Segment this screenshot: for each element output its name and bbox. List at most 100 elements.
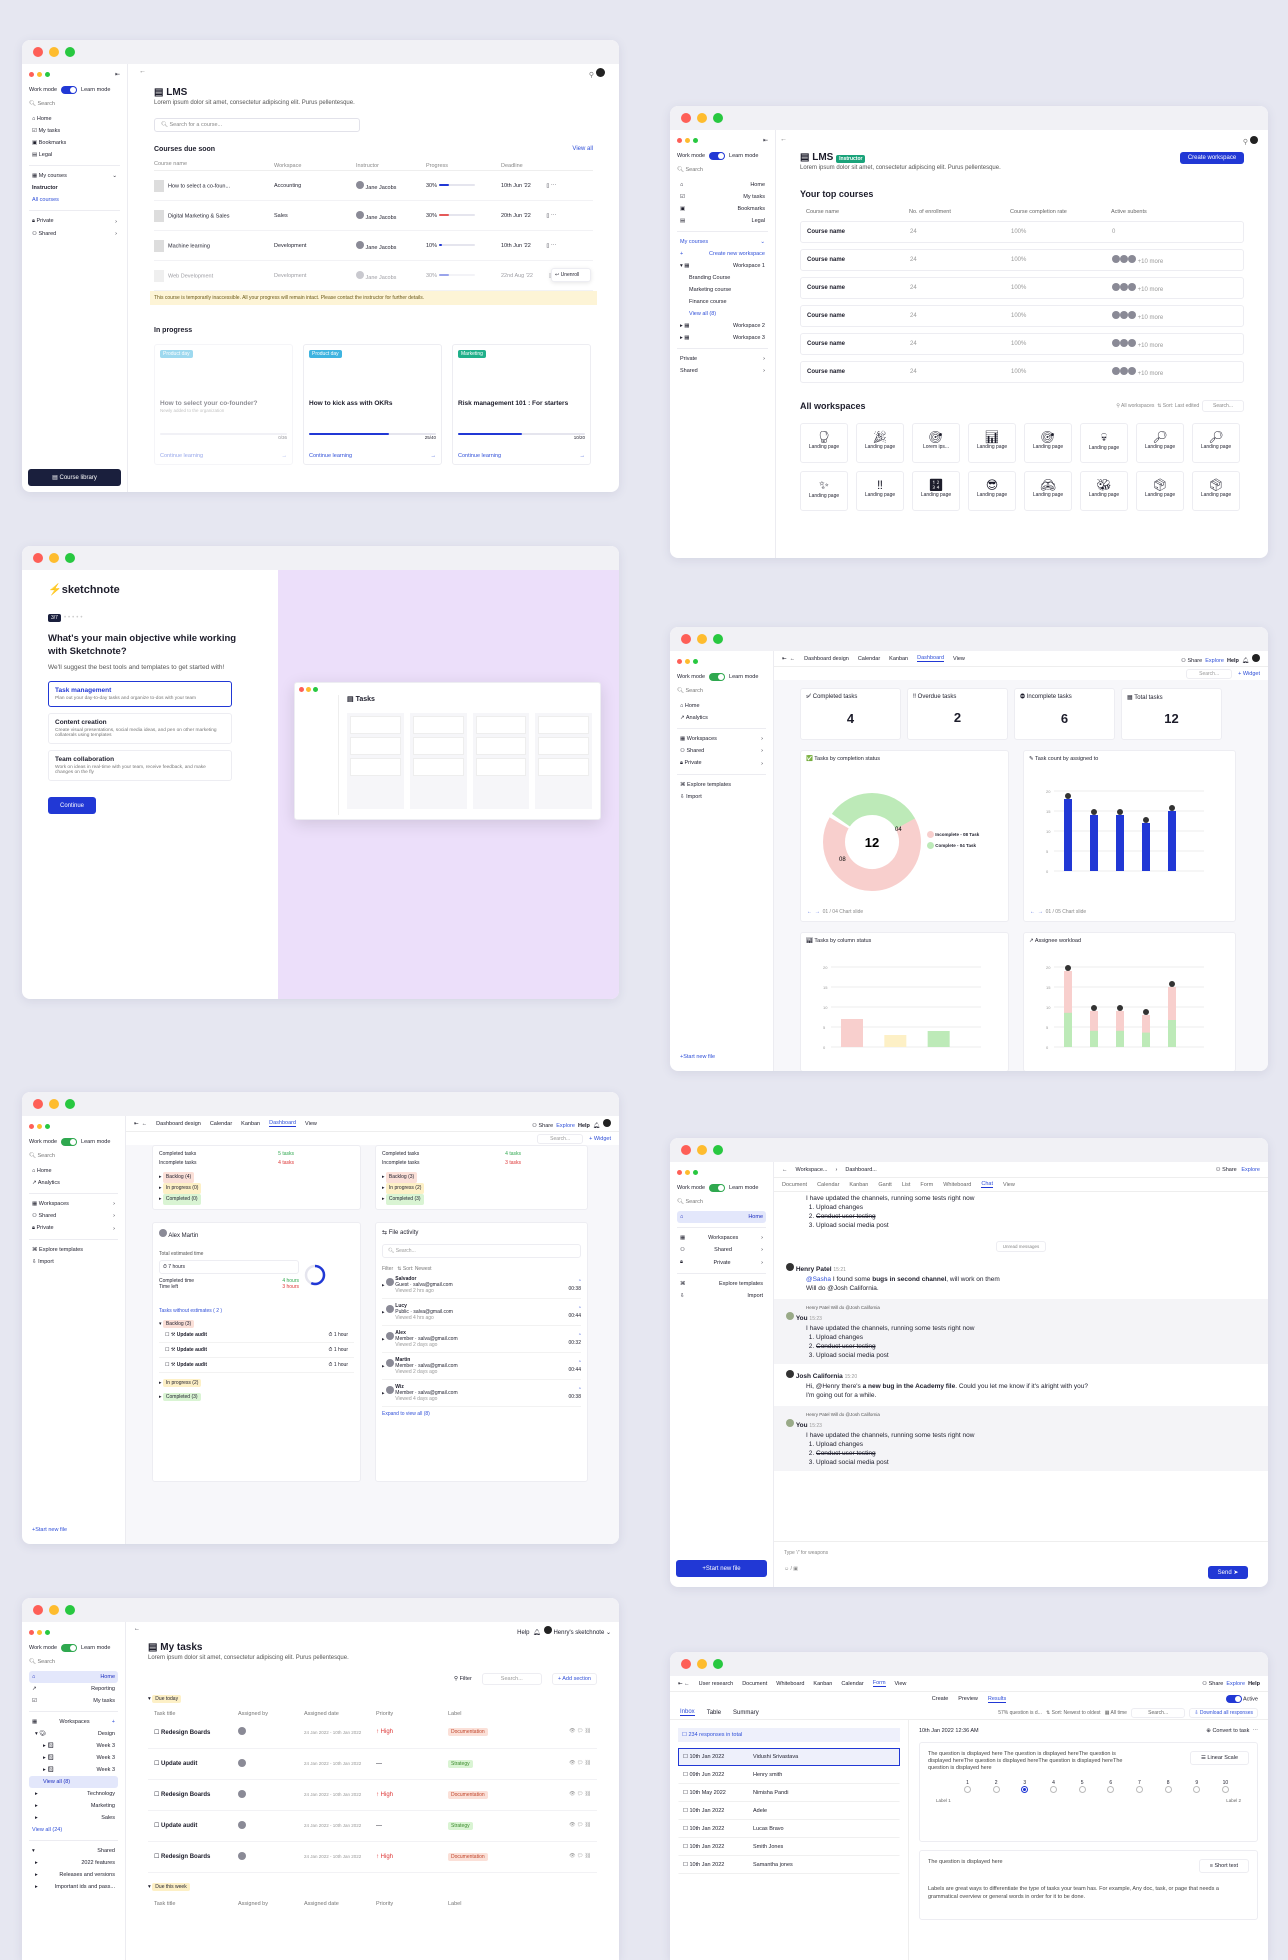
sidebar-item-my-courses[interactable]: ▦ My courses ⌄ (32, 173, 117, 179)
course-row[interactable]: Course name 24 100% +10 more (800, 305, 1244, 327)
sidebar-item[interactable]: ⇩ Import (680, 794, 702, 800)
workspace-tile[interactable]: 🎯︎ Landing page (1024, 423, 1072, 463)
search-input[interactable]: 🔍︎ Search... (382, 1244, 581, 1258)
sidebar-item-home[interactable]: ⌂ Home (32, 116, 52, 122)
course-row[interactable]: Course name 24 100% +10 more (800, 361, 1244, 383)
scale-option[interactable]: 2 (992, 1780, 1000, 1795)
workspace-tile[interactable]: 🔎︎ Landing page (1136, 423, 1184, 463)
course-row[interactable]: Course name 24 100% +10 more (800, 277, 1244, 299)
scale-option[interactable]: 6 (1107, 1780, 1115, 1795)
tab[interactable]: Kanban (849, 1181, 869, 1188)
unenroll-menu-item[interactable]: ↩ Unenroll (551, 268, 591, 282)
course-row[interactable]: Course name 24 100% +10 more (800, 249, 1244, 271)
course-card[interactable]: Marketing Risk management 101 : For start… (452, 344, 591, 465)
sidebar-item[interactable]: ↗ Analytics (32, 1180, 60, 1186)
sidebar-subitem[interactable]: Finance course (689, 299, 727, 305)
back-arrow-icon[interactable]: ← (139, 68, 146, 75)
sidebar-item[interactable]: ⇩ Import (32, 1259, 54, 1265)
activity-item[interactable]: ▸ Martin Member · salva@gmail.com Viewed 2… (382, 1353, 581, 1380)
sidebar-subitem[interactable]: Branding Course (689, 275, 731, 281)
tab[interactable]: Kanban (889, 655, 909, 662)
tab[interactable]: Gantt (878, 1181, 892, 1188)
tab[interactable]: Document (742, 1680, 768, 1687)
tab[interactable]: Calendar (857, 655, 881, 662)
close-dot[interactable] (33, 47, 43, 57)
next-arrow[interactable]: → (814, 909, 820, 915)
table-row[interactable]: How to select a co-foun... Accounting Jan… (154, 171, 593, 201)
sidebar-item-tasks[interactable]: ☑ My tasks (32, 128, 61, 134)
tab[interactable]: Document (782, 1181, 808, 1188)
workspace-tile[interactable]: 🐝︎ Landing page (1080, 471, 1128, 511)
expand-link[interactable]: Expand to view all (8) (382, 1411, 430, 1417)
response-row[interactable]: ☐ 10th Jan 2022 Adele (678, 1802, 900, 1820)
activity-item[interactable]: ▸ Salvador Guest · salva@gmail.com Viewed … (382, 1272, 581, 1299)
sidebar-item[interactable]: ⚇ Shared › (680, 748, 763, 754)
maximize-dot[interactable] (65, 47, 75, 57)
workspace-tile[interactable]: 🔎︎ Landing page (1192, 423, 1240, 463)
activity-item[interactable]: ▸ Wiz Member · salva@gmail.com Viewed 4 da… (382, 1380, 581, 1407)
add-widget-button[interactable]: + Widget (1238, 670, 1260, 677)
tab[interactable]: Kanban (813, 1680, 833, 1687)
table-row[interactable]: Digital Marketing & Sales Sales Jane Jaco… (154, 201, 593, 231)
sidebar-item-bookmarks[interactable]: ▣ Bookmarks (32, 140, 67, 146)
sidebar-item[interactable]: 🔒︎ Private › (680, 760, 763, 767)
workspace-tile[interactable]: 📊︎ Landing page (968, 423, 1016, 463)
tab[interactable]: Chat (981, 1181, 993, 1188)
prev-arrow[interactable]: ← (807, 909, 812, 915)
sidebar-item-instructor[interactable]: Instructor (32, 185, 58, 191)
course-row[interactable]: Course name 24 100% +10 more (800, 333, 1244, 355)
tab[interactable]: Calendar (209, 1120, 233, 1127)
tab[interactable]: Whiteboard (943, 1181, 972, 1188)
course-row[interactable]: Course name 24 100% 0 (800, 221, 1244, 243)
scale-option[interactable]: 5 (1078, 1780, 1086, 1795)
table-row[interactable]: ☐ Update audit 24 Jan 2022 - 10th Jan 202… (148, 1748, 597, 1779)
sidebar-item[interactable]: ⌂ Home (32, 1168, 52, 1174)
workspace-tile[interactable]: 🙈︎ Landing page (1024, 471, 1072, 511)
scale-option[interactable]: 8 (1164, 1780, 1172, 1795)
tab[interactable]: View (305, 1120, 317, 1127)
activity-item[interactable]: ▸ Lucy Public · salva@gmail.com Viewed 4 h… (382, 1299, 581, 1326)
scale-option[interactable]: 7 (1135, 1780, 1143, 1795)
workspace-tile[interactable]: 😎︎ Landing page (968, 471, 1016, 511)
mode-toggle[interactable]: Work mode Learn mode (29, 86, 111, 94)
estimate-input[interactable]: ⏱ 7 hours (159, 1260, 299, 1274)
sidebar-item-home[interactable]: ⌂ Home (680, 182, 765, 188)
tab[interactable]: List (901, 1181, 911, 1188)
task-row[interactable]: ☐ ⚒ Update audit ⏱ 1 hour (159, 1358, 354, 1373)
tab[interactable]: View (953, 655, 965, 662)
objective-option[interactable]: Task management Plan out your day-to-day … (48, 681, 232, 707)
sidebar-subitem[interactable]: Marketing course (689, 287, 732, 293)
table-row[interactable]: ☐ Redesign Boards 24 Jan 2022 - 10th Jan … (148, 1717, 597, 1748)
tab[interactable]: Calendar (817, 1181, 840, 1188)
avatar[interactable] (596, 68, 605, 77)
sidebar-item[interactable]: ⌘ Explore templates (32, 1247, 84, 1253)
create-workspace-button[interactable]: Create workspace (1180, 152, 1244, 164)
sidebar-item[interactable]: ▦ Workspaces › (32, 1201, 115, 1207)
sidebar-item[interactable]: ▦ Workspaces › (680, 736, 763, 742)
sidebar-item[interactable]: 🔒︎ Private › (32, 1225, 115, 1232)
start-new-file-button[interactable]: + Start new file (676, 1560, 767, 1577)
scale-option[interactable]: 10 (1221, 1780, 1229, 1795)
workspace-tile[interactable]: 🔢︎ Landing page (912, 471, 960, 511)
scale-option[interactable]: 1 (964, 1780, 971, 1795)
task-row[interactable]: ☐ ⚒ Update audit ⏱ 1 hour (159, 1343, 354, 1358)
sidebar-item-home[interactable]: ⌂ Home (29, 1671, 118, 1683)
tasks-without-estimates-link[interactable]: Tasks without estimates ( 2 ) (159, 1308, 223, 1314)
workspace-tile[interactable]: 📦︎ Landing page (1192, 471, 1240, 511)
sidebar-item-home[interactable]: ⌂ Home (677, 1211, 766, 1223)
sidebar-item-workspace2[interactable]: ▸ ▦ Workspace 2 (680, 323, 765, 329)
table-row[interactable]: Web Development Development Jane Jacobs 30… (154, 261, 593, 291)
sidebar-item-bookmarks[interactable]: ▣ Bookmarks (680, 206, 765, 212)
table-row[interactable]: ☐ Update audit 24 Jan 2022 - 10th Jan 202… (148, 1810, 597, 1841)
objective-option[interactable]: Team collaboration Work on ideas in real-… (48, 750, 232, 781)
sidebar-item[interactable]: ⌂ Home (680, 703, 700, 709)
tab[interactable]: Dashboard design (156, 1120, 201, 1127)
sort-dropdown[interactable]: ⇅ Sort: Last edited (1157, 403, 1200, 409)
search-input[interactable]: Search... (1201, 400, 1244, 412)
sidebar-item-legal[interactable]: ▤ Legal (680, 218, 765, 224)
sidebar-item[interactable]: ⌘ Explore templates (680, 782, 732, 788)
sidebar-item-private[interactable]: Private › (680, 356, 765, 362)
filter-dropdown[interactable]: ⚲ All workspaces (1116, 403, 1155, 409)
sidebar-item-all-courses[interactable]: All courses (32, 197, 59, 203)
table-row[interactable]: ☐ Redesign Boards 24 Jan 2022 - 10th Jan … (148, 1841, 597, 1872)
